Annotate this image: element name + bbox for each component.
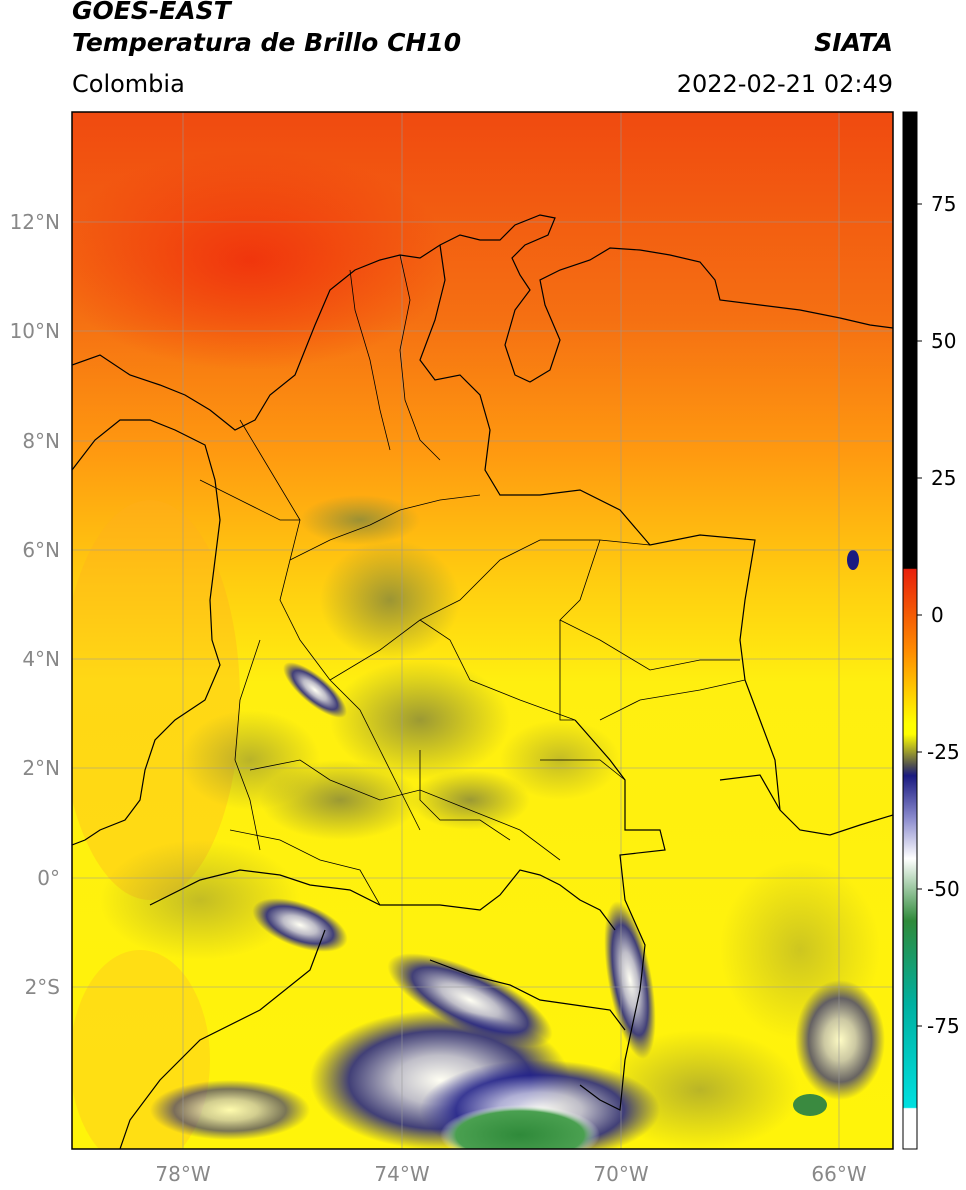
lat-label: 0° [37,866,60,890]
region-label: Colombia [72,70,185,98]
lon-label: 78°W [155,1162,210,1186]
brightness-temperature-field [72,112,893,1149]
colorbar-tick-label: 0 [931,603,944,627]
colorbar-tick-label: -50 [927,877,960,901]
caribbean-coastline [72,214,893,431]
latitude-labels: 12°N 10°N 8°N 6°N 4°N 2°N 0° 2°S [10,210,60,999]
ecuador-peru-border [119,929,326,1149]
lat-label: 2°N [22,756,60,780]
colombia-brazil-border [574,719,666,1111]
peru-brazil-border [429,959,626,1031]
colombia-venezuela-border [419,244,781,811]
colorbar-tick-label: 50 [931,329,956,353]
timestamp-label: 2022-02-21 02:49 [676,70,893,98]
colombia-peru-ecuador-border [149,869,616,931]
lon-label: 70°W [593,1162,648,1186]
colorbar: 75 50 25 0 -25 -50 -75 [902,111,960,1150]
department-borders [199,254,746,906]
lat-label: 8°N [22,429,60,453]
lon-label: 74°W [374,1162,429,1186]
pacific-coastline [72,419,221,846]
colorbar-tick-label: 25 [931,466,956,490]
colorbar-tick-label: -75 [927,1014,960,1038]
organization-label: SIATA [814,28,893,57]
lat-label: 4°N [22,647,60,671]
product-title: Temperatura de Brillo CH10 [72,28,462,57]
colorbar-tick-label: -25 [927,740,960,764]
lat-label: 6°N [22,538,60,562]
venezuela-brazil-border [719,774,893,836]
lon-label: 66°W [811,1162,866,1186]
boundaries [72,214,893,1149]
colorbar-gradient [902,111,918,1150]
satellite-title: GOES-EAST [72,0,231,25]
lat-label: 2°S [25,975,60,999]
map-frame [71,111,894,1150]
lat-label: 10°N [10,319,60,343]
colorbar-tick-label: 75 [931,192,956,216]
lat-label: 12°N [10,210,60,234]
graticule [72,112,893,1149]
longitude-labels: 78°W 74°W 70°W 66°W [155,1162,866,1186]
